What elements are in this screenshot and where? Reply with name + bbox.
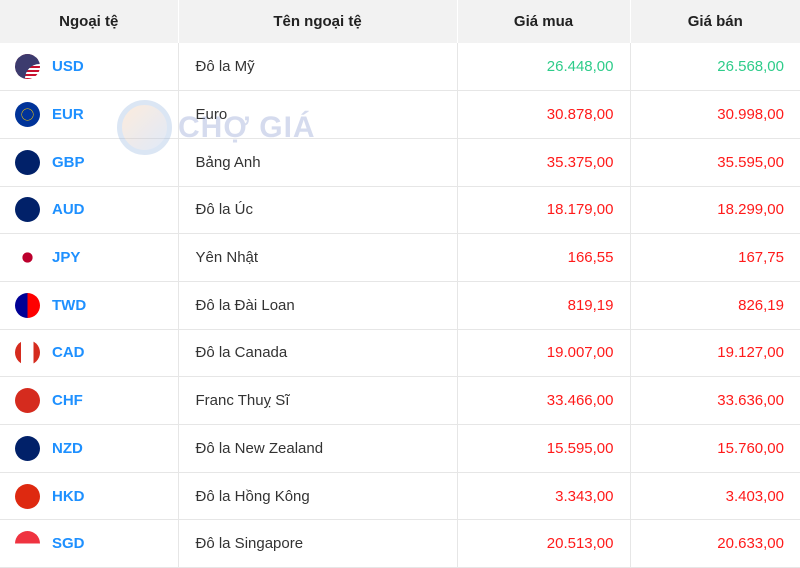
sell-price: 15.760,00	[630, 424, 800, 473]
nz-flag-icon	[15, 435, 40, 461]
buy-price: 15.595,00	[457, 424, 631, 473]
currency-name: Đô la Đài Loan	[178, 281, 458, 330]
currency-code[interactable]: CAD	[52, 344, 85, 362]
table-row: GBP Bảng Anh 35.375,00 35.595,00	[0, 138, 800, 187]
header-sell: Giá bán	[630, 0, 800, 43]
currency-code-cell: USD	[0, 43, 179, 92]
buy-price: 30.878,00	[457, 90, 631, 139]
sell-price: 18.299,00	[630, 186, 800, 235]
sg-flag-icon	[15, 531, 40, 557]
currency-code[interactable]: TWD	[52, 296, 87, 314]
currency-code[interactable]: AUD	[52, 201, 85, 219]
buy-price: 19.007,00	[457, 329, 631, 378]
currency-code[interactable]: SGD	[52, 535, 85, 553]
currency-name: Euro	[178, 90, 458, 139]
buy-price: 3.343,00	[457, 472, 631, 521]
buy-price: 26.448,00	[457, 43, 631, 92]
au-flag-icon	[15, 197, 40, 223]
sell-price: 35.595,00	[630, 138, 800, 187]
sell-price: 20.633,00	[630, 519, 800, 568]
currency-name: Đô la Canada	[178, 329, 458, 378]
header-name: Tên ngoại tệ	[178, 0, 458, 43]
currency-code-cell: SGD	[0, 519, 179, 568]
currency-code[interactable]: USD	[52, 58, 84, 76]
currency-code[interactable]: NZD	[52, 439, 83, 457]
buy-price: 33.466,00	[457, 376, 631, 425]
currency-code-cell: EUR	[0, 90, 179, 139]
currency-code-cell: CAD	[0, 329, 179, 378]
currency-code[interactable]: EUR	[52, 106, 84, 124]
table-row: CAD Đô la Canada 19.007,00 19.127,00	[0, 329, 800, 378]
sell-price: 167,75	[630, 233, 800, 282]
currency-code-cell: AUD	[0, 186, 179, 235]
table-row: CHF Franc Thuỵ Sĩ 33.466,00 33.636,00	[0, 376, 800, 425]
header-buy: Giá mua	[457, 0, 631, 43]
currency-name: Yên Nhật	[178, 233, 458, 282]
currency-name: Đô la Hồng Kông	[178, 472, 458, 521]
currency-name: Đô la Singapore	[178, 519, 458, 568]
jp-flag-icon	[15, 245, 40, 271]
sell-price: 33.636,00	[630, 376, 800, 425]
sell-price: 19.127,00	[630, 329, 800, 378]
currency-name: Franc Thuỵ Sĩ	[178, 376, 458, 425]
sell-price: 30.998,00	[630, 90, 800, 139]
currency-name: Đô la Mỹ	[178, 43, 458, 92]
buy-price: 35.375,00	[457, 138, 631, 187]
currency-name: Đô la Úc	[178, 186, 458, 235]
table-row: USD Đô la Mỹ 26.448,00 26.568,00	[0, 43, 800, 92]
currency-code-cell: HKD	[0, 472, 179, 521]
buy-price: 166,55	[457, 233, 631, 282]
table-row: NZD Đô la New Zealand 15.595,00 15.760,0…	[0, 424, 800, 473]
table-row: SGD Đô la Singapore 20.513,00 20.633,00	[0, 519, 800, 568]
buy-price: 20.513,00	[457, 519, 631, 568]
table-row: HKD Đô la Hồng Kông 3.343,00 3.403,00	[0, 472, 800, 521]
table-row: EUR Euro 30.878,00 30.998,00	[0, 90, 800, 139]
table-row: TWD Đô la Đài Loan 819,19 826,19	[0, 281, 800, 330]
currency-code[interactable]: CHF	[52, 392, 83, 410]
buy-price: 18.179,00	[457, 186, 631, 235]
header-code: Ngoại tệ	[0, 0, 179, 43]
buy-price: 819,19	[457, 281, 631, 330]
sell-price: 26.568,00	[630, 43, 800, 92]
currency-code-cell: GBP	[0, 138, 179, 187]
currency-name: Đô la New Zealand	[178, 424, 458, 473]
us-flag-icon	[15, 54, 40, 80]
table-row: JPY Yên Nhật 166,55 167,75	[0, 233, 800, 282]
currency-code-cell: CHF	[0, 376, 179, 425]
currency-code[interactable]: JPY	[52, 249, 81, 267]
currency-code[interactable]: GBP	[52, 153, 85, 171]
ca-flag-icon	[15, 340, 40, 366]
sell-price: 826,19	[630, 281, 800, 330]
currency-code-cell: JPY	[0, 233, 179, 282]
hk-flag-icon	[15, 483, 40, 509]
uk-flag-icon	[15, 149, 40, 175]
currency-name: Bảng Anh	[178, 138, 458, 187]
table-header: Ngoại tệ Tên ngoại tệ Giá mua Giá bán	[0, 0, 800, 43]
sell-price: 3.403,00	[630, 472, 800, 521]
table-row: AUD Đô la Úc 18.179,00 18.299,00	[0, 186, 800, 235]
currency-code-cell: TWD	[0, 281, 179, 330]
eu-flag-icon	[15, 102, 40, 128]
tw-flag-icon	[15, 292, 40, 318]
currency-code[interactable]: HKD	[52, 487, 85, 505]
ch-flag-icon	[15, 388, 40, 414]
currency-code-cell: NZD	[0, 424, 179, 473]
